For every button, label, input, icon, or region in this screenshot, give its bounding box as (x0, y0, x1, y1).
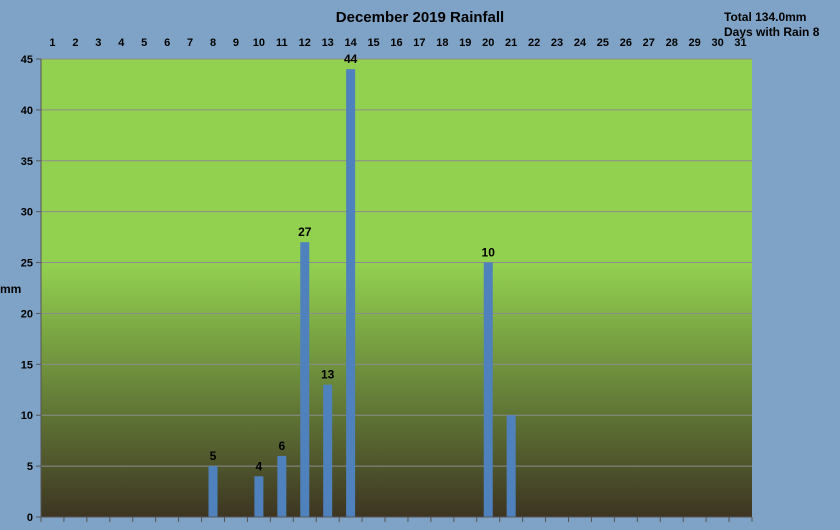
bar (483, 262, 493, 517)
y-tick-label: 15 (21, 359, 33, 371)
x-tick-label: 19 (459, 37, 471, 49)
x-tick-label: 16 (390, 37, 402, 49)
y-tick-label: 45 (21, 54, 33, 66)
x-tick-label: 5 (141, 37, 147, 49)
bar-value-label: 27 (298, 225, 312, 239)
y-axis-label: mm (0, 282, 22, 296)
x-tick-label: 4 (118, 37, 125, 49)
x-tick-label: 25 (597, 37, 609, 49)
x-tick-label: 15 (367, 37, 379, 49)
x-tick-label: 30 (711, 37, 723, 49)
x-tick-label: 10 (253, 37, 265, 49)
data-labels: 5 4 6 27 13 44 10 (210, 52, 496, 473)
x-tick-label: 11 (276, 37, 288, 49)
x-tick-label: 9 (233, 37, 239, 49)
x-tick-label: 29 (689, 37, 701, 49)
x-axis-ticks: 1 2 3 4 5 6 7 8 9 10 11 12 13 14 15 16 17 18 19 20 21 22 23 24 2… (40, 37, 753, 522)
x-tick-label: 13 (322, 37, 334, 49)
y-tick-label: 40 (21, 105, 33, 117)
bar-value-label: 10 (482, 246, 496, 260)
x-tick-label: 26 (620, 37, 632, 49)
bar (346, 69, 356, 517)
bars (208, 69, 516, 517)
bar-value-label: 6 (278, 439, 285, 453)
x-tick-label: 23 (551, 37, 563, 49)
x-tick-label: 3 (95, 37, 101, 49)
bar (208, 466, 218, 517)
y-tick-label: 10 (21, 410, 33, 422)
x-tick-label: 14 (345, 37, 358, 49)
y-tick-label: 5 (27, 461, 33, 473)
x-tick-label: 27 (643, 37, 655, 49)
y-axis-ticks: 0 5 10 15 20 25 30 35 40 45 (21, 54, 42, 524)
y-tick-label: 0 (27, 512, 33, 524)
rainfall-total: Total 134.0mm (724, 10, 807, 24)
x-tick-label: 21 (505, 37, 517, 49)
x-tick-label: 8 (210, 37, 216, 49)
x-tick-label: 7 (187, 37, 193, 49)
chart-title: December 2019 Rainfall (335, 9, 505, 26)
bar (300, 242, 310, 517)
bar (323, 384, 333, 517)
x-tick-label: 24 (574, 37, 587, 49)
bar (506, 415, 516, 517)
bar (277, 455, 287, 517)
y-tick-label: 20 (21, 308, 33, 320)
y-tick-label: 25 (21, 258, 33, 270)
bar (254, 476, 264, 517)
gridlines (41, 58, 752, 518)
days-with-rain: Days with Rain 8 (724, 25, 820, 39)
bar-value-label: 44 (344, 52, 358, 66)
x-tick-label: 31 (734, 37, 746, 49)
y-tick-label: 30 (21, 207, 33, 219)
x-tick-label: 2 (72, 37, 78, 49)
x-tick-label: 6 (164, 37, 170, 49)
x-tick-label: 20 (482, 37, 494, 49)
bar-value-label: 5 (210, 449, 217, 463)
x-tick-label: 17 (413, 37, 425, 49)
x-tick-label: 28 (666, 37, 678, 49)
bar-value-label: 4 (256, 459, 263, 473)
x-tick-label: 18 (436, 37, 448, 49)
x-tick-label: 22 (528, 37, 540, 49)
y-tick-label: 35 (21, 156, 33, 168)
bar-value-label: 13 (321, 368, 335, 382)
x-tick-label: 12 (299, 37, 311, 49)
plot-area (41, 59, 752, 517)
x-tick-label: 1 (49, 37, 55, 49)
